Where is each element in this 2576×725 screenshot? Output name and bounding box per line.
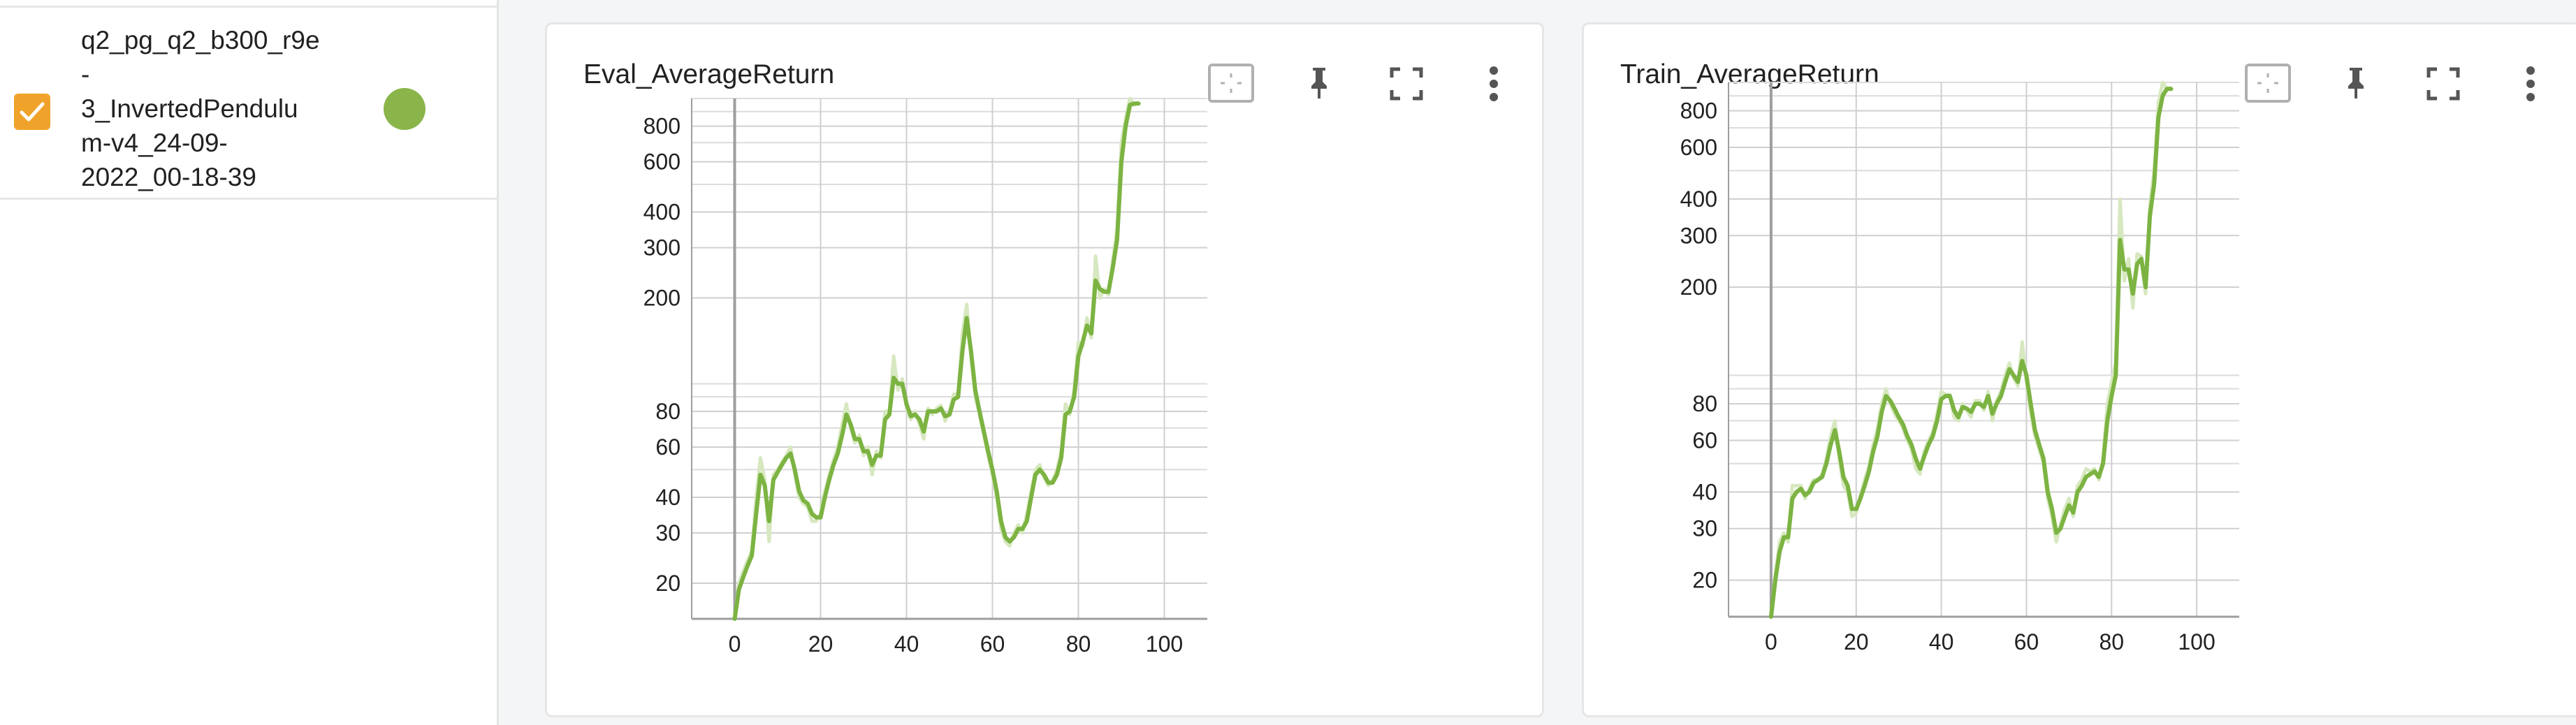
fullscreen-button[interactable] bbox=[2419, 61, 2468, 107]
series-line-smoothed bbox=[732, 101, 1141, 621]
run-name-line: - bbox=[81, 60, 90, 89]
pin-button[interactable] bbox=[1295, 61, 1344, 107]
y-tick-label: 80 bbox=[1692, 391, 1717, 416]
run-name: q2_pg_q2_b300_r9e - 3_InvertedPendulu m-… bbox=[81, 23, 347, 194]
x-tick-label: 100 bbox=[1146, 631, 1183, 657]
fit-domain-icon bbox=[1208, 64, 1254, 103]
y-tick-label: 40 bbox=[655, 485, 681, 510]
y-tick-label: 200 bbox=[1680, 274, 1717, 300]
fullscreen-button[interactable] bbox=[1382, 61, 1431, 107]
y-tick-label: 30 bbox=[655, 520, 681, 545]
check-icon bbox=[20, 102, 45, 122]
chart-card-train: Train_AverageReturn 20 30 40 60 80 200 300 400 6… bbox=[1582, 22, 2576, 717]
y-tick-label: 300 bbox=[1680, 223, 1717, 248]
pin-button[interactable] bbox=[2331, 61, 2380, 107]
chart-plot[interactable]: 20 30 40 60 80 200 300 400 600 800 0 20 40 60 80 100 bbox=[547, 24, 1546, 719]
x-tick-label: 20 bbox=[808, 631, 834, 657]
run-row[interactable]: q2_pg_q2_b300_r9e - 3_InvertedPendulu m-… bbox=[0, 6, 499, 200]
x-tick-label: 100 bbox=[2178, 629, 2215, 654]
fit-domain-button[interactable] bbox=[1207, 61, 1256, 107]
y-tick-label: 20 bbox=[1692, 568, 1717, 593]
x-tick-label: 40 bbox=[1929, 629, 1954, 654]
more-vert-icon bbox=[2526, 66, 2535, 101]
series-line-smoothed bbox=[1768, 87, 2174, 619]
more-vert-icon bbox=[1490, 66, 1498, 101]
pin-icon bbox=[1311, 68, 1327, 98]
fit-domain-icon bbox=[2245, 64, 2291, 103]
x-tick-label: 20 bbox=[1844, 629, 1869, 654]
chart-card-eval: Eval_AverageReturn 20 30 40 60 80 200 300 400 60… bbox=[545, 22, 1544, 717]
chart-title: Train_AverageReturn bbox=[1620, 59, 1879, 89]
run-name-line: q2_pg_q2_b300_r9e bbox=[81, 26, 320, 54]
x-tick-label: 0 bbox=[729, 631, 741, 657]
run-color-swatch[interactable] bbox=[384, 88, 425, 130]
fit-domain-button[interactable] bbox=[2243, 61, 2292, 107]
y-tick-label: 40 bbox=[1692, 479, 1717, 504]
chart-title: Eval_AverageReturn bbox=[583, 59, 835, 89]
y-tick-label: 800 bbox=[643, 114, 681, 139]
x-tick-label: 80 bbox=[1066, 631, 1091, 657]
y-tick-label: 300 bbox=[643, 235, 681, 261]
fullscreen-icon bbox=[2426, 67, 2460, 101]
pin-icon bbox=[2348, 68, 2364, 98]
run-name-line: 2022_00-18-39 bbox=[81, 163, 256, 191]
y-tick-label: 200 bbox=[643, 286, 681, 311]
fullscreen-icon bbox=[1390, 67, 1423, 101]
x-tick-label: 0 bbox=[1765, 629, 1777, 654]
y-tick-label: 80 bbox=[655, 399, 681, 424]
x-tick-label: 80 bbox=[2099, 629, 2124, 654]
runs-sidebar: q2_pg_q2_b300_r9e - 3_InvertedPendulu m-… bbox=[0, 0, 499, 725]
y-tick-label: 400 bbox=[643, 200, 681, 225]
y-tick-label: 400 bbox=[1680, 186, 1717, 212]
y-tick-label: 30 bbox=[1692, 516, 1717, 541]
y-tick-label: 800 bbox=[1680, 98, 1717, 124]
x-tick-label: 60 bbox=[2014, 629, 2039, 654]
run-name-line: 3_InvertedPendulu bbox=[81, 94, 298, 123]
y-tick-label: 600 bbox=[1680, 135, 1717, 160]
y-tick-label: 600 bbox=[643, 149, 681, 175]
x-tick-label: 60 bbox=[980, 631, 1005, 657]
chart-plot[interactable]: 20 30 40 60 80 200 300 400 600 800 0 20 40 60 80 100 bbox=[1584, 24, 2576, 719]
y-tick-label: 20 bbox=[655, 571, 681, 596]
x-tick-label: 40 bbox=[894, 631, 919, 657]
more-options-button[interactable] bbox=[2506, 61, 2555, 107]
y-tick-label: 60 bbox=[655, 434, 681, 460]
run-name-line: m-v4_24-09- bbox=[81, 129, 228, 157]
y-tick-label: 60 bbox=[1692, 427, 1717, 453]
run-checkbox[interactable] bbox=[14, 94, 50, 130]
more-options-button[interactable] bbox=[1469, 61, 1518, 107]
